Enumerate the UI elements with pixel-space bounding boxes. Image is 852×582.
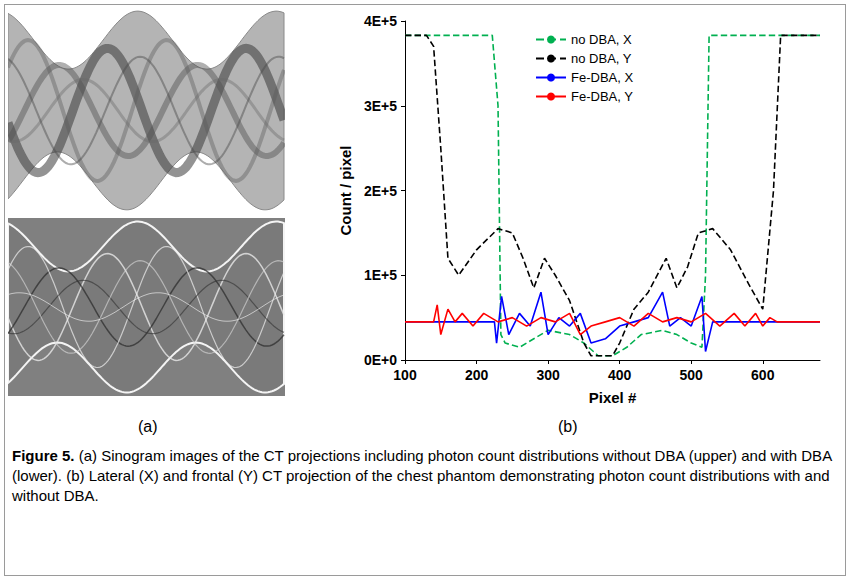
- svg-text:Pixel #: Pixel #: [589, 389, 637, 406]
- svg-text:100: 100: [393, 367, 417, 383]
- svg-text:500: 500: [680, 367, 704, 383]
- html-text:(b): (b): [558, 418, 578, 435]
- html-text:Figure 5. (a) Sinogram images: Figure 5. (a) Sinogram images of the CT …: [12, 447, 832, 504]
- svg-text:no DBA, X: no DBA, X: [571, 32, 632, 47]
- svg-text:300: 300: [536, 367, 560, 383]
- svg-text:600: 600: [751, 367, 775, 383]
- svg-text:Fe-DBA, Y: Fe-DBA, Y: [571, 89, 633, 104]
- svg-text:no DBA, Y: no DBA, Y: [571, 51, 632, 66]
- svg-text:4E+5: 4E+5: [364, 13, 397, 29]
- svg-text:2E+5: 2E+5: [364, 183, 397, 199]
- svg-text:0E+0: 0E+0: [364, 352, 397, 368]
- svg-text:200: 200: [465, 367, 489, 383]
- svg-text:400: 400: [608, 367, 632, 383]
- svg-text:Count / pixel: Count / pixel: [337, 146, 354, 236]
- svg-text:Fe-DBA, X: Fe-DBA, X: [571, 70, 633, 85]
- html-text:(a): (a): [138, 418, 158, 435]
- svg-text:3E+5: 3E+5: [364, 98, 397, 114]
- svg-text:1E+5: 1E+5: [364, 267, 397, 283]
